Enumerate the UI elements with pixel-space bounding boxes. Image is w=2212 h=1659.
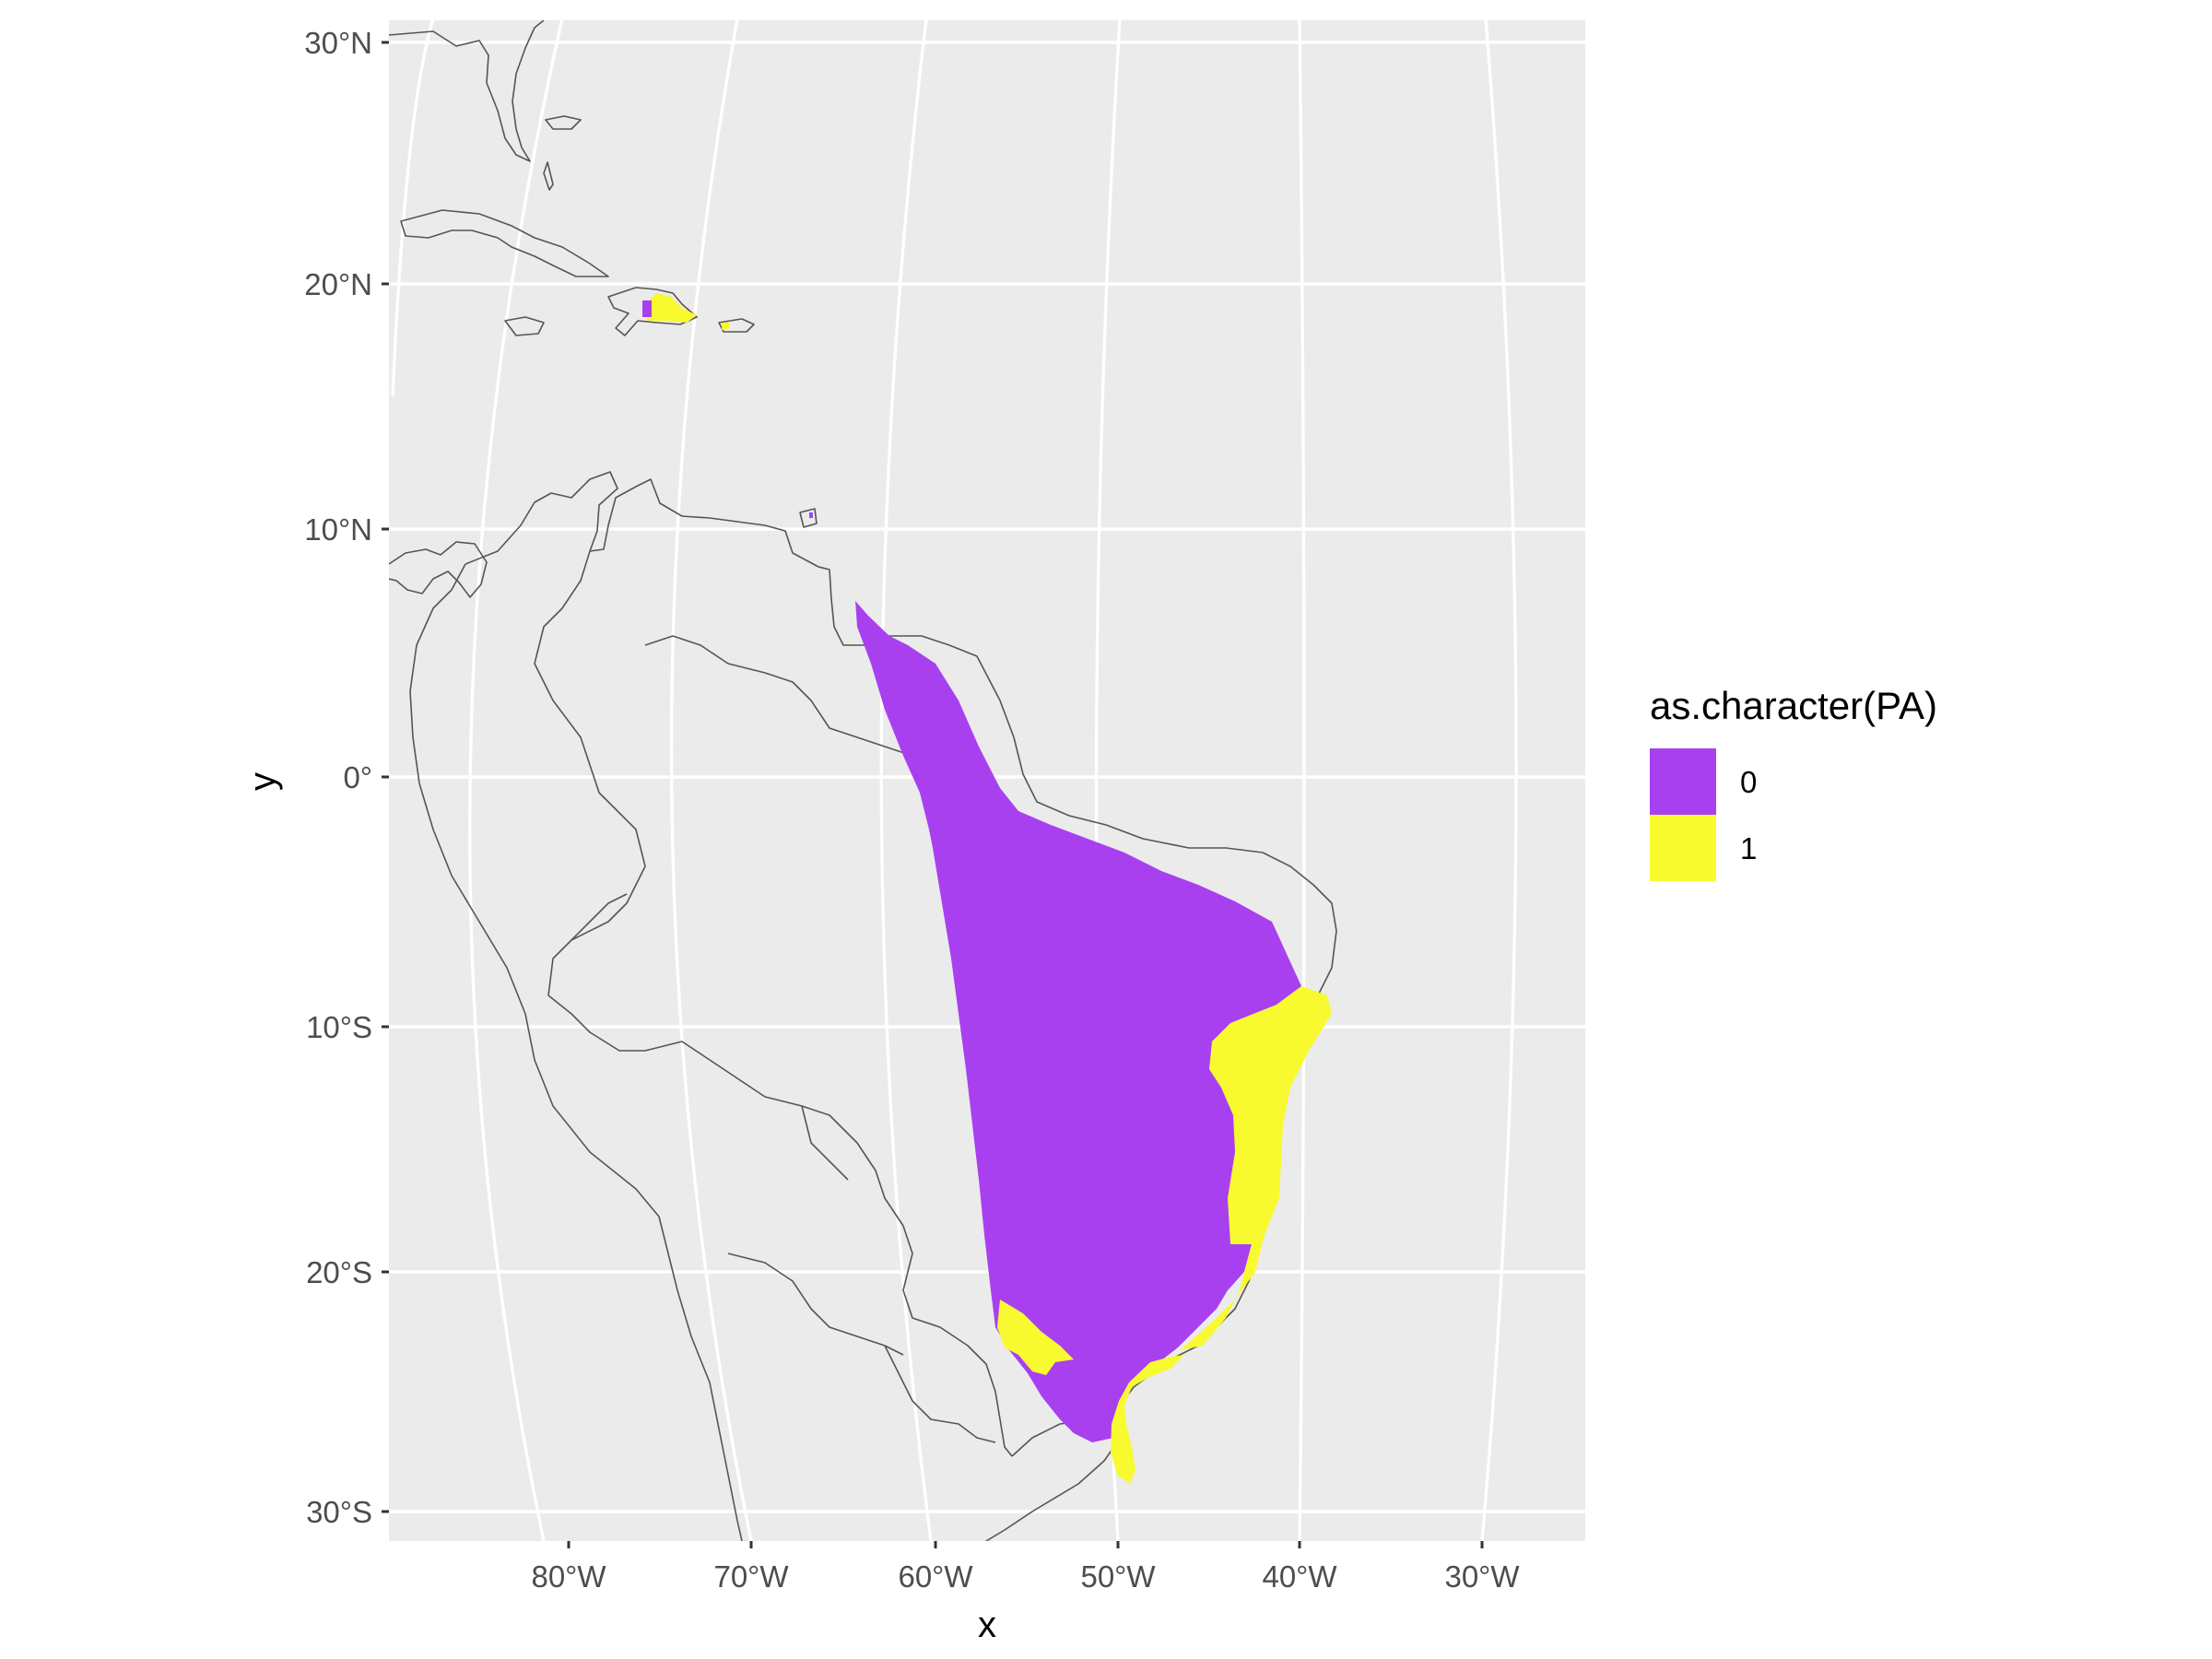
latitude-gridlines: [389, 41, 1585, 1513]
legend-title: as.character(PA): [1650, 684, 1937, 727]
x-axis: 80°W 70°W 60°W 50°W 40°W 30°W x: [531, 1541, 1520, 1645]
lat-tick-label: 10°S: [306, 1010, 372, 1044]
lon-tick-label: 40°W: [1262, 1559, 1337, 1594]
presence-south-coast: [1111, 1355, 1184, 1484]
y-axis: 30°N 20°N 10°N 0° 10°S 20°S 30°S y: [242, 26, 389, 1529]
legend-swatch-1: [1650, 815, 1716, 881]
presence-hispaniola: [645, 293, 697, 323]
y-axis-title: y: [242, 772, 283, 791]
legend-label-1: 1: [1740, 831, 1757, 865]
legend: as.character(PA) 0 1: [1650, 684, 1937, 881]
absence-hispaniola: [642, 300, 652, 317]
lon-tick-label: 70°W: [713, 1559, 789, 1594]
lat-tick-label: 0°: [343, 760, 372, 794]
lon-tick-label: 30°W: [1444, 1559, 1520, 1594]
presence-coast-strip: [1180, 986, 1332, 1350]
lon-tick-label: 80°W: [531, 1559, 606, 1594]
lat-tick-label: 30°S: [306, 1495, 372, 1529]
lat-tick-label: 10°N: [304, 512, 372, 547]
presence-puerto-rico: [722, 323, 729, 330]
legend-swatch-0: [1650, 748, 1716, 815]
legend-label-0: 0: [1740, 765, 1757, 799]
lat-tick-label: 20°N: [304, 267, 372, 301]
lon-tick-label: 60°W: [898, 1559, 973, 1594]
longitude-gridlines: [391, 20, 1518, 1541]
absence-region: [855, 601, 1301, 1442]
lat-tick-label: 30°N: [304, 26, 372, 60]
presence-southwest-patch: [997, 1300, 1074, 1375]
absence-trinidad: [809, 512, 813, 518]
lat-tick-label: 20°S: [306, 1255, 372, 1289]
lon-tick-label: 50°W: [1080, 1559, 1156, 1594]
presence-absence-layer: [642, 293, 1332, 1484]
x-axis-title: x: [978, 1605, 996, 1645]
